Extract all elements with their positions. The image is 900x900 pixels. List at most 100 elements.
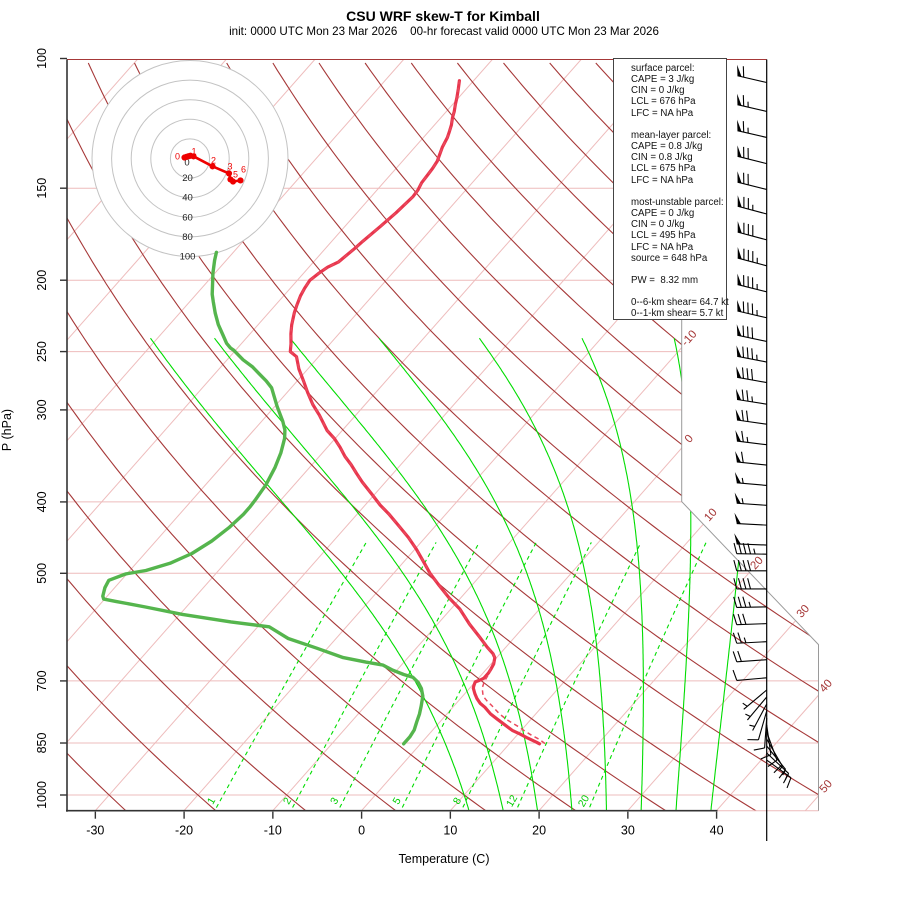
info-box-line: LFC = NA hPa [631,107,694,119]
hodograph-ring-label: 100 [180,252,196,263]
wind-barb [766,759,792,789]
info-box-line: LCL = 495 hPa [631,230,696,242]
info-box-line: LCL = 675 hPa [631,163,696,175]
pressure-tick-label: 300 [35,399,49,420]
info-box-line: PW = 8.32 mm [631,274,699,286]
info-box-line: CAPE = 3 J/kg [631,74,695,86]
isotherm-edge-label: 0 [683,433,696,446]
info-box-line: surface parcel: [631,63,695,74]
mixing-ratio-label: 5 [390,795,403,806]
wind-barb [737,64,767,84]
info-box-line: most-unstable parcel: [631,196,724,208]
info-box-line [631,264,726,275]
pressure-tick-label: 150 [35,178,49,199]
hodograph-height-label: 0 [175,151,180,161]
wind-barb [737,221,767,241]
pressure-tick-label: 850 [35,733,49,754]
wind-barb [735,388,767,405]
hodograph-ring-label: 80 [182,232,193,243]
mixing-ratio-label: 12 [504,793,520,809]
wind-barb [745,696,768,721]
wind-barb [737,299,767,319]
wind-barb [734,492,767,506]
wind-barb [753,717,768,751]
mixing-ratio-label: 1 [205,795,218,806]
mixing-ratio-lines [212,542,707,811]
isobar-lines [67,187,819,796]
wind-barb [733,560,767,572]
temperature-tick-label: -20 [175,824,193,838]
hodograph-height-label: 3 [227,161,232,171]
isotherm-edge-label: 50 [818,778,835,796]
info-box-line: 0--1-km shear= 5.7 kt [631,308,724,320]
hodograph-ring-label: 40 [182,193,193,204]
wind-barb [742,689,768,710]
wind-barb [732,669,767,681]
hodograph-ring-label: 20 [182,173,193,184]
wind-barb [734,512,767,526]
mixing-ratio-label: 20 [576,793,592,809]
wind-barb [735,409,767,425]
temperature-tick-label: 30 [621,824,635,838]
wind-barb [732,613,767,626]
pressure-tick-label: 100 [35,48,49,69]
info-box-line: 0--6-km shear= 64.7 kt [631,297,729,309]
pressure-tick-label: 1000 [35,781,49,809]
wind-barb [747,710,768,741]
hodograph-height-label: 1 [192,146,197,156]
wind-barb [737,93,767,112]
wind-barb [735,430,767,446]
mixing-ratio-label: 3 [328,795,341,806]
temperature-tick-label: -10 [264,824,282,838]
wind-barb [749,703,768,731]
wind-barb [737,273,767,293]
isotherm-edge-label: -10 [679,328,699,348]
page-subtitle: init: 0000 UTC Mon 23 Mar 2026 00-hr for… [229,25,659,38]
temperature-tick-label: 40 [710,824,724,838]
info-box-line: CIN = 0 J/kg [631,219,685,231]
hodograph-height-label: 2 [211,155,216,165]
temperature-line [288,79,542,746]
info-box-line: LFC = NA hPa [631,241,694,253]
wind-barb [732,632,767,644]
info-box-line [631,119,726,130]
wind-barb [737,247,767,267]
hodograph-height-label: 6 [241,165,246,175]
info-box-line: CAPE = 0 J/kg [631,208,695,220]
wind-barb [737,145,767,165]
x-axis-title: Temperature (C) [399,852,490,866]
y-axis-title: P (hPa) [0,409,14,451]
info-box-line: CIN = 0.8 J/kg [631,152,693,164]
temperature-tick-label: -30 [86,824,104,838]
dewpoint-line [101,250,425,746]
hodograph-zero-label: 0 [184,158,189,169]
parcel-info-box: surface parcel: CAPE = 3 J/kg CIN = 0 J/kg… [613,58,729,320]
wind-barb [734,471,767,486]
temperature-tick-label: 0 [358,824,365,838]
wind-barb [733,542,767,555]
isotherm-edge-label: 40 [818,677,835,695]
wind-barb [736,345,767,363]
wind-barb [737,195,767,215]
info-box-line [631,286,726,297]
pressure-tick-label: 250 [35,341,49,362]
wind-barb [732,650,767,663]
isotherm-edge-label: 20 [748,555,765,573]
wind-barb [735,451,767,466]
wind-barb [736,366,767,384]
info-box-line: source = 648 hPa [631,252,708,264]
wind-barb [737,171,767,191]
wind-barb [733,596,767,608]
mixing-ratio-labels: 1 2 3 5 8 12 20 [205,793,592,809]
mixing-ratio-label: 8 [451,795,464,806]
wind-barb [736,324,767,342]
info-box-line: CIN = 0 J/kg [631,85,685,97]
wind-barbs [732,59,792,841]
wind-barb [734,533,767,546]
hodograph-ring-label: 60 [182,212,193,223]
info-box-line: CAPE = 0.8 J/kg [631,141,703,153]
pressure-tick-label: 500 [35,563,49,584]
